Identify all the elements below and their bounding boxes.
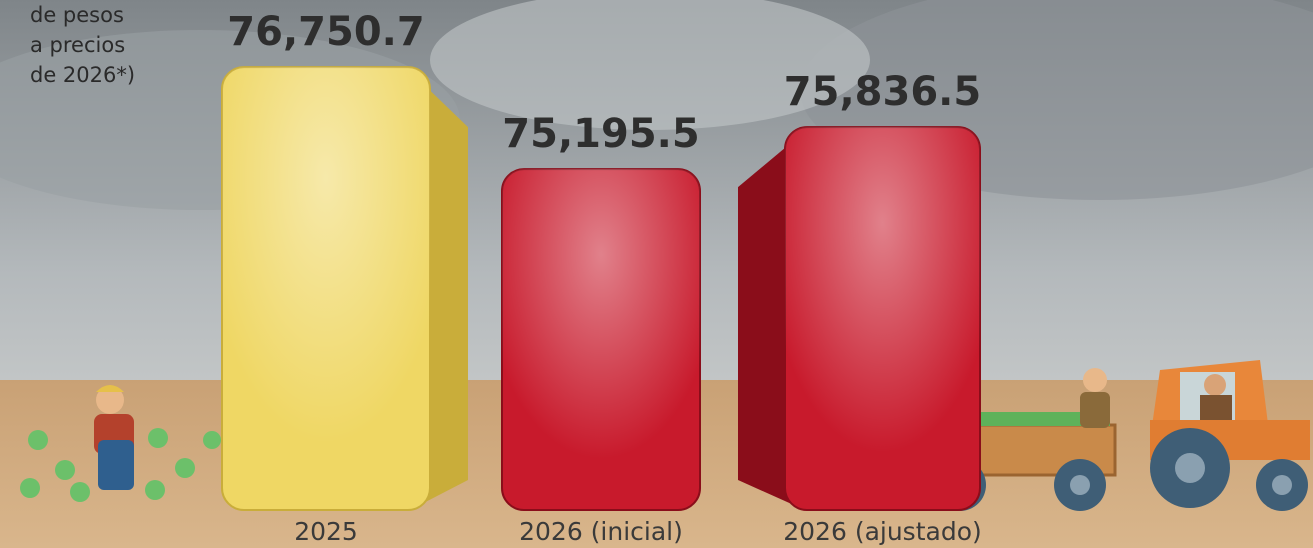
value-label: 75,195.5	[502, 111, 699, 157]
x-tick-label: 2026 (ajustado)	[783, 517, 982, 546]
tractor-illustration	[913, 360, 1310, 511]
subtitle-line: a precios	[30, 33, 125, 57]
value-label: 76,750.7	[227, 9, 424, 55]
subtitle-line: de pesos	[30, 3, 124, 27]
bar-highlight	[502, 169, 700, 510]
farmer-illustration	[20, 385, 221, 502]
bar-highlight	[785, 127, 980, 510]
bar-highlight	[222, 67, 430, 510]
subtitle-line: de 2026*)	[30, 63, 135, 87]
bars: 76,750.7 2025 75,195.5 2026 (inicial) 75,836…	[221, 9, 982, 546]
subtitle: de pesos a precios de 2026*)	[30, 3, 135, 87]
x-tick-label: 2025	[294, 517, 358, 546]
x-tick-label: 2026 (inicial)	[519, 517, 683, 546]
value-label: 75,836.5	[784, 69, 981, 115]
cloud	[430, 0, 870, 130]
